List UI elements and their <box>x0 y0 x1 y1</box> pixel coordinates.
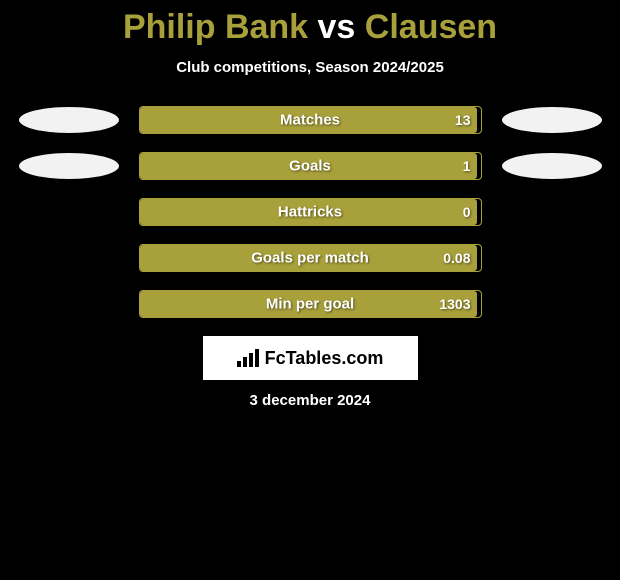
right-spacer <box>502 199 602 225</box>
stat-row: Matches 13 <box>0 106 620 134</box>
logo-box: FcTables.com <box>203 336 418 380</box>
stat-row: Hattricks 0 <box>0 198 620 226</box>
stat-row: Goals 1 <box>0 152 620 180</box>
bar-value: 1 <box>463 158 471 174</box>
left-ellipse <box>19 153 119 179</box>
bar-label: Goals per match <box>251 250 369 267</box>
stat-bar: Goals 1 <box>139 152 482 180</box>
chart-icon <box>237 349 259 367</box>
stat-bar: Hattricks 0 <box>139 198 482 226</box>
logo-text: FcTables.com <box>265 348 384 369</box>
stat-row: Min per goal 1303 <box>0 290 620 318</box>
comparison-card: Philip Bank vs Clausen Club competitions… <box>0 0 620 409</box>
page-title: Philip Bank vs Clausen <box>0 8 620 47</box>
left-spacer <box>19 199 119 225</box>
stat-bar: Matches 13 <box>139 106 482 134</box>
stat-bar: Min per goal 1303 <box>139 290 482 318</box>
left-spacer <box>19 291 119 317</box>
bar-value: 13 <box>455 112 471 128</box>
right-spacer <box>502 245 602 271</box>
date-text: 3 december 2024 <box>0 392 620 409</box>
subtitle: Club competitions, Season 2024/2025 <box>0 59 620 76</box>
right-spacer <box>502 291 602 317</box>
right-ellipse <box>502 107 602 133</box>
bar-label: Hattricks <box>278 204 342 221</box>
stats-list: Matches 13 Goals 1 Hattricks 0 Goals per match… <box>0 106 620 318</box>
bar-label: Min per goal <box>266 296 354 313</box>
stat-bar: Goals per match 0.08 <box>139 244 482 272</box>
left-spacer <box>19 245 119 271</box>
stat-row: Goals per match 0.08 <box>0 244 620 272</box>
bar-value: 0 <box>463 204 471 220</box>
bar-label: Goals <box>289 158 331 175</box>
bar-value: 0.08 <box>443 250 470 266</box>
left-ellipse <box>19 107 119 133</box>
bar-value: 1303 <box>439 296 470 312</box>
right-ellipse <box>502 153 602 179</box>
bar-label: Matches <box>280 112 340 129</box>
